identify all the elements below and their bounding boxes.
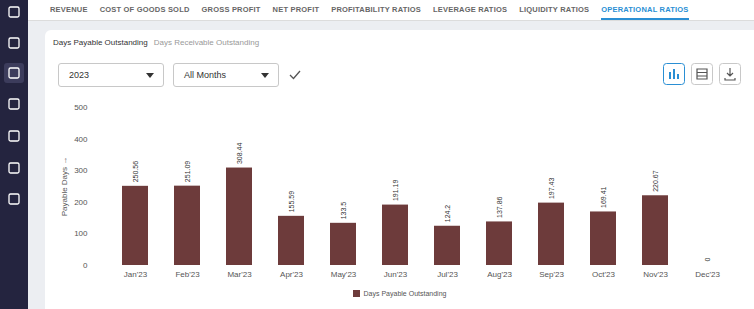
svg-text:0: 0 — [83, 261, 88, 270]
svg-text:400: 400 — [74, 135, 88, 144]
svg-text:Aug'23: Aug'23 — [487, 270, 512, 279]
svg-text:0: 0 — [704, 258, 711, 262]
svg-text:133.5: 133.5 — [340, 202, 347, 220]
html-text:Days Payable Outstanding: Days Payable Outstanding — [363, 290, 447, 297]
html-text:OPERATIONAL RATIOS: OPERATIONAL RATIOS — [601, 5, 689, 14]
html-text:GROSS PROFIT: GROSS PROFIT — [201, 5, 261, 14]
svg-text:Sep'23: Sep'23 — [539, 270, 564, 279]
svg-text:300: 300 — [74, 166, 88, 175]
html-text:REVENUE: REVENUE — [50, 5, 88, 14]
html-text:2023: 2023 — [69, 70, 89, 80]
svg-text:251.09: 251.09 — [184, 161, 191, 183]
svg-text:Jul'23: Jul'23 — [437, 270, 458, 279]
html-text:All Months: All Months — [184, 70, 226, 80]
svg-text:137.86: 137.86 — [496, 196, 503, 218]
svg-text:500: 500 — [74, 103, 88, 112]
html-text:LEVERAGE RATIOS: LEVERAGE RATIOS — [433, 5, 508, 14]
svg-text:Dec'23: Dec'23 — [695, 270, 720, 279]
svg-text:197.43: 197.43 — [548, 178, 555, 200]
html-text:COST OF GOODS SOLD: COST OF GOODS SOLD — [99, 5, 190, 14]
svg-text:124.2: 124.2 — [444, 205, 451, 223]
html-text:Days Receivable Outstanding: Days Receivable Outstanding — [153, 38, 260, 47]
html-text:NET PROFIT: NET PROFIT — [272, 5, 320, 14]
svg-text:Jan'23: Jan'23 — [124, 270, 148, 279]
svg-text:155.59: 155.59 — [288, 191, 295, 213]
html-text:PROFITABILITY RATIOS: PROFITABILITY RATIOS — [331, 5, 421, 14]
svg-text:308.44: 308.44 — [236, 143, 243, 165]
svg-text:100: 100 — [74, 229, 88, 238]
html-text:Days Payable Outstanding: Days Payable Outstanding — [53, 38, 148, 47]
svg-text:191.19: 191.19 — [392, 180, 399, 202]
svg-text:200: 200 — [74, 198, 88, 207]
svg-text:250.56: 250.56 — [132, 161, 139, 183]
svg-text:Apr'23: Apr'23 — [280, 270, 303, 279]
svg-text:Mar'23: Mar'23 — [227, 270, 252, 279]
svg-text:Nov'23: Nov'23 — [643, 270, 668, 279]
svg-text:220.67: 220.67 — [652, 170, 659, 192]
svg-text:Payable Days →: Payable Days → — [60, 157, 69, 217]
svg-text:169.41: 169.41 — [600, 186, 607, 208]
html-text:LIQUIDITY RATIOS: LIQUIDITY RATIOS — [519, 5, 590, 14]
svg-text:Jun'23: Jun'23 — [384, 270, 408, 279]
svg-text:Feb'23: Feb'23 — [175, 270, 200, 279]
svg-text:Oct'23: Oct'23 — [592, 270, 615, 279]
svg-text:May'23: May'23 — [331, 270, 357, 279]
